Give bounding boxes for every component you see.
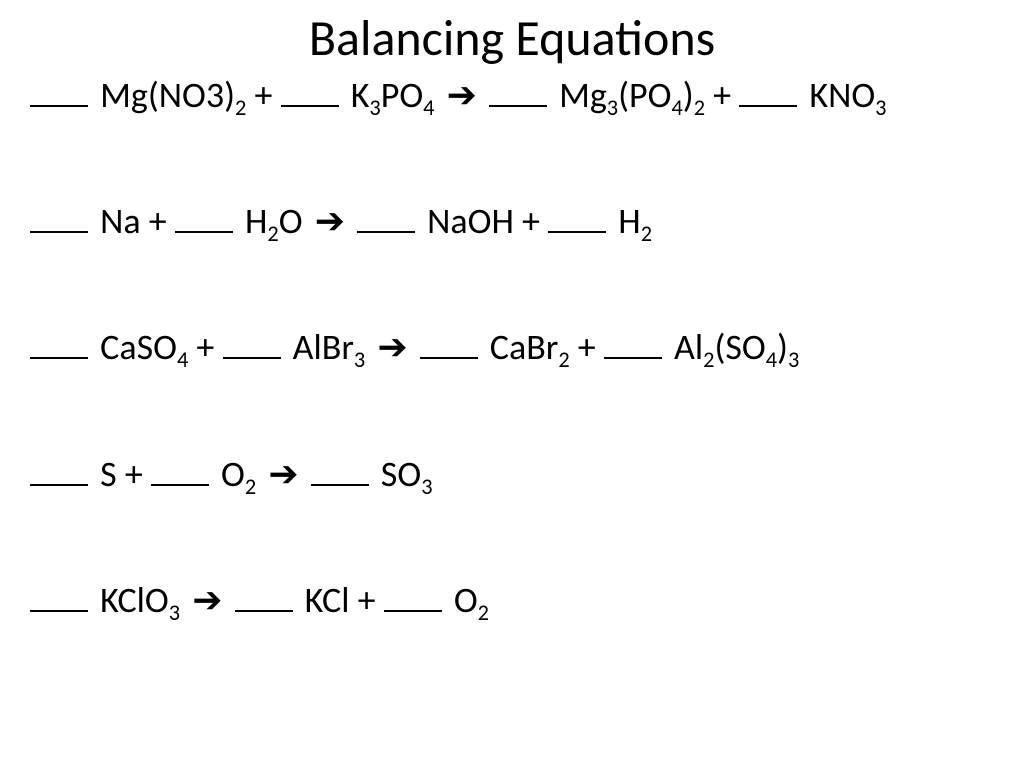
coefficient-blank[interactable] <box>30 75 88 107</box>
chemical-formula: SO3 <box>381 452 433 496</box>
reaction-arrow-icon: ➔ <box>377 325 407 368</box>
equation-row: CaSO4 + AlBr3 ➔ CaBr2 + Al2(SO4)3 <box>30 325 994 369</box>
chemical-formula: CaSO4 <box>100 325 188 369</box>
equation-row: Na + H2O ➔ NaOH + H2 <box>30 199 994 243</box>
coefficient-blank[interactable] <box>548 201 606 233</box>
coefficient-blank[interactable] <box>281 75 339 107</box>
page-title: Balancing Equations <box>30 8 994 69</box>
equation-row: Mg(NO3)2 + K3PO4 ➔ Mg3(PO4)2 + KNO3 <box>30 73 994 117</box>
chemical-formula: KNO3 <box>809 73 886 117</box>
coefficient-blank[interactable] <box>30 579 88 611</box>
coefficient-blank[interactable] <box>489 75 547 107</box>
coefficient-blank[interactable] <box>151 453 209 485</box>
chemical-formula: K3PO4 <box>351 73 435 117</box>
chemical-formula: Mg(NO3)2 <box>100 73 246 117</box>
equation-row: S + O2 ➔ SO3 <box>30 452 994 496</box>
chemical-formula: KCl <box>305 578 350 622</box>
chemical-formula: Al2(SO4)3 <box>674 325 799 369</box>
coefficient-blank[interactable] <box>420 327 478 359</box>
coefficient-blank[interactable] <box>30 327 88 359</box>
chemical-formula: NaOH <box>427 199 514 243</box>
chemical-formula: CaBr2 <box>490 325 570 369</box>
chemical-formula: S <box>100 452 117 496</box>
equations-list: Mg(NO3)2 + K3PO4 ➔ Mg3(PO4)2 + KNO3 Na +… <box>30 73 994 622</box>
coefficient-blank[interactable] <box>739 75 797 107</box>
chemical-formula: Na <box>100 199 140 243</box>
coefficient-blank[interactable] <box>30 453 88 485</box>
reaction-arrow-icon: ➔ <box>447 73 477 116</box>
chemical-formula: KClO3 <box>100 578 180 622</box>
chemical-formula: H2 <box>618 199 652 243</box>
chemical-formula: O2 <box>221 452 256 496</box>
coefficient-blank[interactable] <box>175 201 233 233</box>
chemical-formula: H2O <box>245 199 303 243</box>
coefficient-blank[interactable] <box>384 579 442 611</box>
chemical-formula: O2 <box>454 578 489 622</box>
coefficient-blank[interactable] <box>30 201 88 233</box>
chemical-formula: Mg3(PO4)2 <box>559 73 705 117</box>
reaction-arrow-icon: ➔ <box>268 452 298 495</box>
reaction-arrow-icon: ➔ <box>315 199 345 242</box>
chemical-formula: AlBr3 <box>293 325 366 369</box>
coefficient-blank[interactable] <box>604 327 662 359</box>
equation-row: KClO3 ➔ KCl + O2 <box>30 578 994 622</box>
coefficient-blank[interactable] <box>311 453 369 485</box>
reaction-arrow-icon: ➔ <box>192 578 222 621</box>
coefficient-blank[interactable] <box>235 579 293 611</box>
coefficient-blank[interactable] <box>223 327 281 359</box>
coefficient-blank[interactable] <box>357 201 415 233</box>
